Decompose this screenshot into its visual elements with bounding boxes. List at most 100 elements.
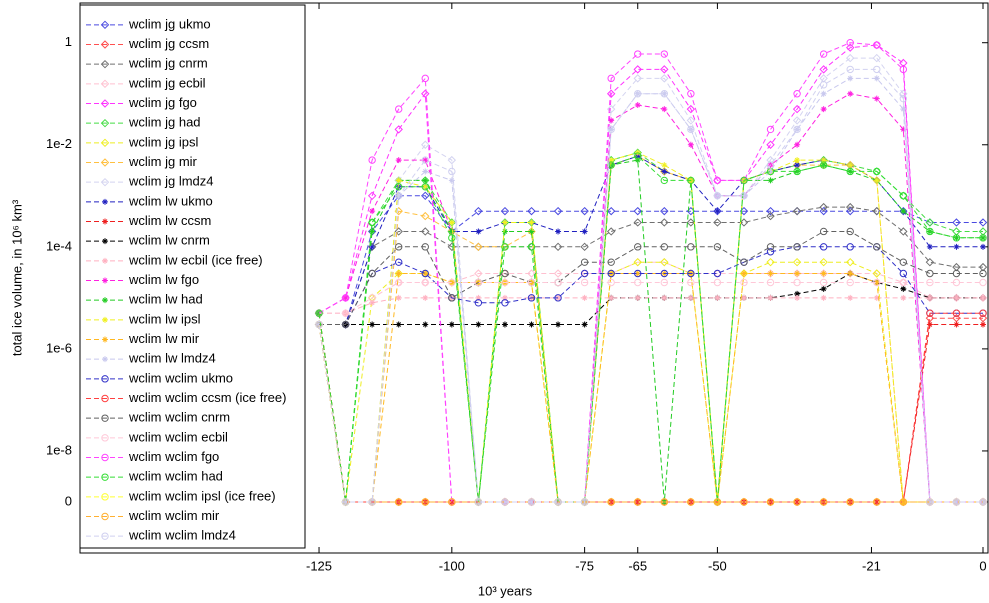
data-point: [554, 294, 562, 302]
data-point: [581, 294, 588, 301]
series-line: [318, 155, 983, 503]
legend-marker: [102, 297, 108, 304]
data-point: [819, 498, 828, 506]
series: [316, 270, 986, 505]
data-point: [687, 90, 695, 98]
data-point: [713, 218, 722, 227]
data-point: [793, 278, 801, 287]
data-point: [687, 498, 695, 506]
data-point: [899, 498, 908, 506]
data-point: [952, 309, 961, 317]
legend-label: wclim wclim fgo: [128, 449, 219, 464]
data-point: [661, 106, 668, 113]
data-point: [395, 192, 403, 200]
data-point: [369, 208, 376, 215]
data-point: [368, 498, 376, 506]
series-line: [319, 261, 983, 314]
legend-label: wclim lw ccsm: [128, 213, 211, 228]
series-line: [319, 195, 983, 325]
data-point: [980, 234, 986, 241]
series-line: [319, 231, 983, 325]
x-tick-label: 0: [979, 558, 986, 573]
data-point: [978, 293, 988, 303]
series-line: [318, 324, 983, 503]
series: [314, 309, 988, 507]
legend-label: wclim jg ipsl: [128, 134, 198, 149]
data-point: [633, 74, 642, 83]
data-point: [475, 228, 482, 235]
data-point: [687, 141, 694, 148]
data-point: [634, 50, 642, 58]
data-point: [846, 65, 854, 74]
x-tick-label: -100: [439, 558, 465, 573]
data-point: [580, 206, 589, 216]
series: [315, 278, 987, 317]
series: [316, 294, 986, 317]
data-point: [501, 243, 509, 251]
data-point: [421, 140, 430, 149]
data-point: [394, 227, 403, 236]
legend-marker: [101, 394, 109, 403]
data-point: [845, 53, 855, 63]
legend-label: wclim jg mir: [128, 154, 198, 169]
data-point: [845, 202, 855, 212]
data-point: [820, 294, 827, 301]
data-point: [767, 168, 774, 175]
data-point: [794, 157, 801, 164]
data-point: [368, 294, 376, 302]
data-point: [980, 294, 986, 301]
data-point: [794, 290, 801, 297]
data-point: [660, 90, 668, 98]
data-point: [606, 104, 616, 114]
data-point: [926, 309, 934, 317]
data-point: [713, 206, 722, 216]
data-point: [474, 278, 483, 287]
data-point: [794, 294, 801, 301]
legend-marker: [101, 532, 109, 540]
data-point: [740, 294, 747, 301]
y-tick-label: 1: [65, 34, 72, 49]
data-point: [527, 269, 536, 278]
legend-marker: [101, 375, 109, 383]
legend-label: wclim jg ukmo: [128, 16, 211, 31]
data-point: [820, 90, 827, 97]
series: [314, 151, 988, 507]
data-point: [899, 89, 908, 98]
data-point: [634, 157, 641, 164]
legend-marker: [102, 257, 108, 264]
data-point: [501, 294, 508, 301]
legend-label: wclim jg ccsm: [128, 36, 209, 51]
data-point: [634, 270, 641, 277]
legend-label: wclim lw lmdz4: [128, 351, 216, 366]
series-line: [319, 155, 983, 325]
series: [314, 191, 988, 329]
x-axis-title: 10³ years: [478, 583, 533, 598]
data-point: [953, 321, 960, 328]
data-point: [845, 257, 855, 267]
data-point: [740, 498, 748, 506]
data-point: [395, 294, 402, 301]
legend-label: wclim lw cnrm: [128, 233, 210, 248]
data-point: [766, 269, 775, 278]
data-point: [554, 278, 562, 287]
series-line: [318, 152, 983, 503]
legend-label: wclim wclim ccsm (ice free): [128, 390, 286, 405]
data-point: [315, 320, 323, 329]
x-tick-label: -65: [628, 558, 647, 573]
data-point: [766, 211, 775, 221]
data-point: [980, 243, 986, 250]
data-point: [819, 202, 828, 212]
data-point: [687, 269, 695, 278]
data-point: [873, 294, 880, 301]
data-point: [634, 243, 642, 251]
data-point: [607, 74, 615, 83]
y-tick-label: 1e-6: [46, 340, 72, 355]
data-point: [580, 269, 589, 278]
series-line: [318, 324, 983, 503]
data-point: [660, 218, 669, 227]
data-point: [979, 278, 987, 287]
x-tick-label: -75: [575, 558, 594, 573]
data-point: [952, 234, 961, 242]
data-point: [501, 219, 508, 226]
